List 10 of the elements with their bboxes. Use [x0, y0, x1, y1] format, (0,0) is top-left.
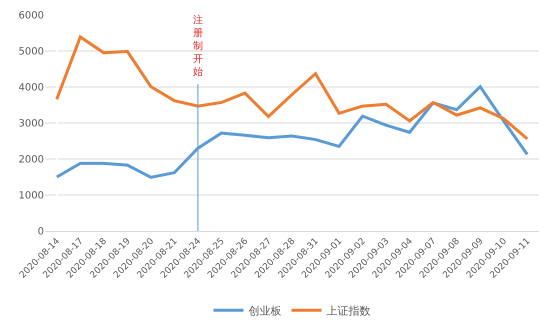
y-tick-label: 5000 [18, 46, 44, 58]
y-tick-label: 6000 [18, 10, 44, 22]
legend-label: 创业板 [248, 304, 282, 318]
y-tick-label: 2000 [18, 154, 44, 166]
ref-line-label: 注册制开始 [193, 14, 203, 78]
y-tick-label: 1000 [18, 190, 44, 202]
legend-label: 上证指数 [326, 304, 370, 318]
y-tick-label: 4000 [18, 82, 44, 94]
y-tick-label: 0 [38, 226, 44, 238]
y-tick-label: 3000 [18, 118, 44, 130]
